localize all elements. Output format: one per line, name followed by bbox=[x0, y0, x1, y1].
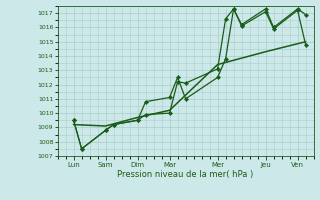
X-axis label: Pression niveau de la mer( hPa ): Pression niveau de la mer( hPa ) bbox=[117, 170, 254, 179]
